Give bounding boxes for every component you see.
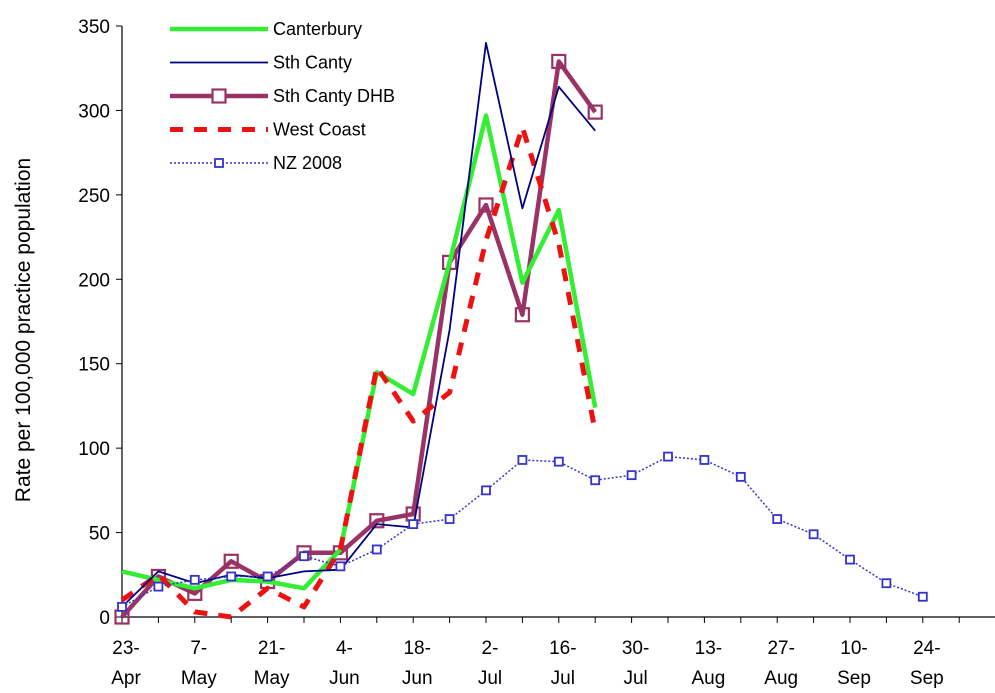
x-tick-label: 10- <box>840 638 867 659</box>
data-point <box>299 551 309 562</box>
y-axis-label: Rate per 100,000 practice population <box>12 158 35 502</box>
data-point <box>772 514 783 524</box>
data-point <box>371 544 382 555</box>
y-tick-label: 100 <box>78 439 110 460</box>
x-tick-label: May <box>181 668 217 689</box>
data-point <box>881 578 892 589</box>
data-point <box>117 601 127 612</box>
x-tick-label: Aug <box>764 668 798 689</box>
y-axis-ticks: 0 50 100 150 200 250 300 350 <box>78 17 122 629</box>
data-point <box>663 451 673 462</box>
legend-item: Sth Canty <box>170 53 352 73</box>
legend-swatch-marker <box>211 88 227 104</box>
data-point <box>699 455 710 465</box>
y-tick-label: 200 <box>78 270 110 291</box>
data-point <box>153 581 164 592</box>
x-tick-label: Sep <box>837 668 871 689</box>
series-line-sth-canty <box>121 42 596 608</box>
legend-label: Canterbury <box>273 19 362 39</box>
data-point <box>553 456 564 467</box>
data-point <box>517 455 528 465</box>
x-tick-label: 13- <box>695 638 722 659</box>
legend-label: Sth Canty <box>273 53 352 73</box>
series-sth-canty <box>121 42 596 608</box>
x-tick-label: May <box>254 668 290 689</box>
x-tick-label: 2- <box>482 638 499 659</box>
series-line-sth-canty-dhb <box>120 59 598 619</box>
data-point <box>735 471 746 482</box>
x-tick-label: Jun <box>329 668 360 689</box>
data-point <box>408 519 419 530</box>
x-tick-label: 7- <box>190 638 207 659</box>
series-line-nz-2008 <box>121 455 924 608</box>
data-point <box>223 553 239 569</box>
chart-axes <box>121 26 995 618</box>
y-tick-label: 50 <box>89 524 110 545</box>
data-point <box>369 513 385 529</box>
y-tick-label: 350 <box>78 17 110 38</box>
data-point <box>626 470 637 481</box>
data-point <box>587 104 603 120</box>
x-tick-label: Jun <box>402 668 433 689</box>
series-line-west-coast <box>120 124 598 620</box>
data-point <box>226 571 237 582</box>
y-tick-label: 250 <box>78 186 110 207</box>
x-tick-label: Aug <box>691 668 725 689</box>
x-tick-label: 18- <box>403 638 430 659</box>
x-tick-label: Jul <box>478 668 502 689</box>
x-tick-label: 30- <box>622 638 649 659</box>
data-point <box>808 529 819 540</box>
legend: Canterbury Sth Canty Sth Canty DHB West Coa… <box>170 19 395 173</box>
x-tick-label: Jul <box>623 668 647 689</box>
y-tick-label: 150 <box>78 355 110 376</box>
data-point <box>262 571 273 582</box>
data-point <box>444 514 455 524</box>
x-tick-label: 24- <box>913 638 940 659</box>
data-point <box>478 197 494 213</box>
legend-item: West Coast <box>170 120 366 140</box>
data-point <box>189 574 200 585</box>
data-point <box>551 53 567 70</box>
series-group <box>114 42 928 625</box>
data-point <box>514 307 531 323</box>
x-tick-label: 23- <box>112 638 139 659</box>
data-point <box>590 475 601 486</box>
x-tick-label: Apr <box>111 668 141 689</box>
x-tick-label: Jul <box>551 668 575 689</box>
x-tick-label: 16- <box>549 638 576 659</box>
legend-label: NZ 2008 <box>273 153 342 173</box>
series-canterbury <box>121 113 598 591</box>
data-point <box>845 554 855 565</box>
legend-label: Sth Canty DHB <box>273 86 395 106</box>
legend-item: NZ 2008 <box>170 153 342 173</box>
series-west-coast <box>120 124 598 620</box>
legend-swatch-marker <box>214 158 224 168</box>
x-axis-ticks: 23- Apr 7- May 21- May 4- Jun 18- Jun 2- Jul 16- Jul 3… <box>111 617 960 689</box>
legend-label: West Coast <box>273 120 366 140</box>
y-tick-label: 300 <box>78 101 110 122</box>
x-tick-label: Sep <box>910 668 944 689</box>
data-point <box>481 485 491 496</box>
data-point <box>917 591 928 602</box>
series-nz-2008 <box>117 451 928 612</box>
y-tick-label: 0 <box>99 608 110 629</box>
x-tick-label: 21- <box>258 638 285 659</box>
series-line-canterbury <box>121 113 598 591</box>
x-tick-label: 27- <box>767 638 794 659</box>
legend-item: Canterbury <box>170 19 362 39</box>
data-point <box>335 561 346 572</box>
x-tick-label: 4- <box>336 638 353 659</box>
legend-item: Sth Canty DHB <box>170 86 395 106</box>
